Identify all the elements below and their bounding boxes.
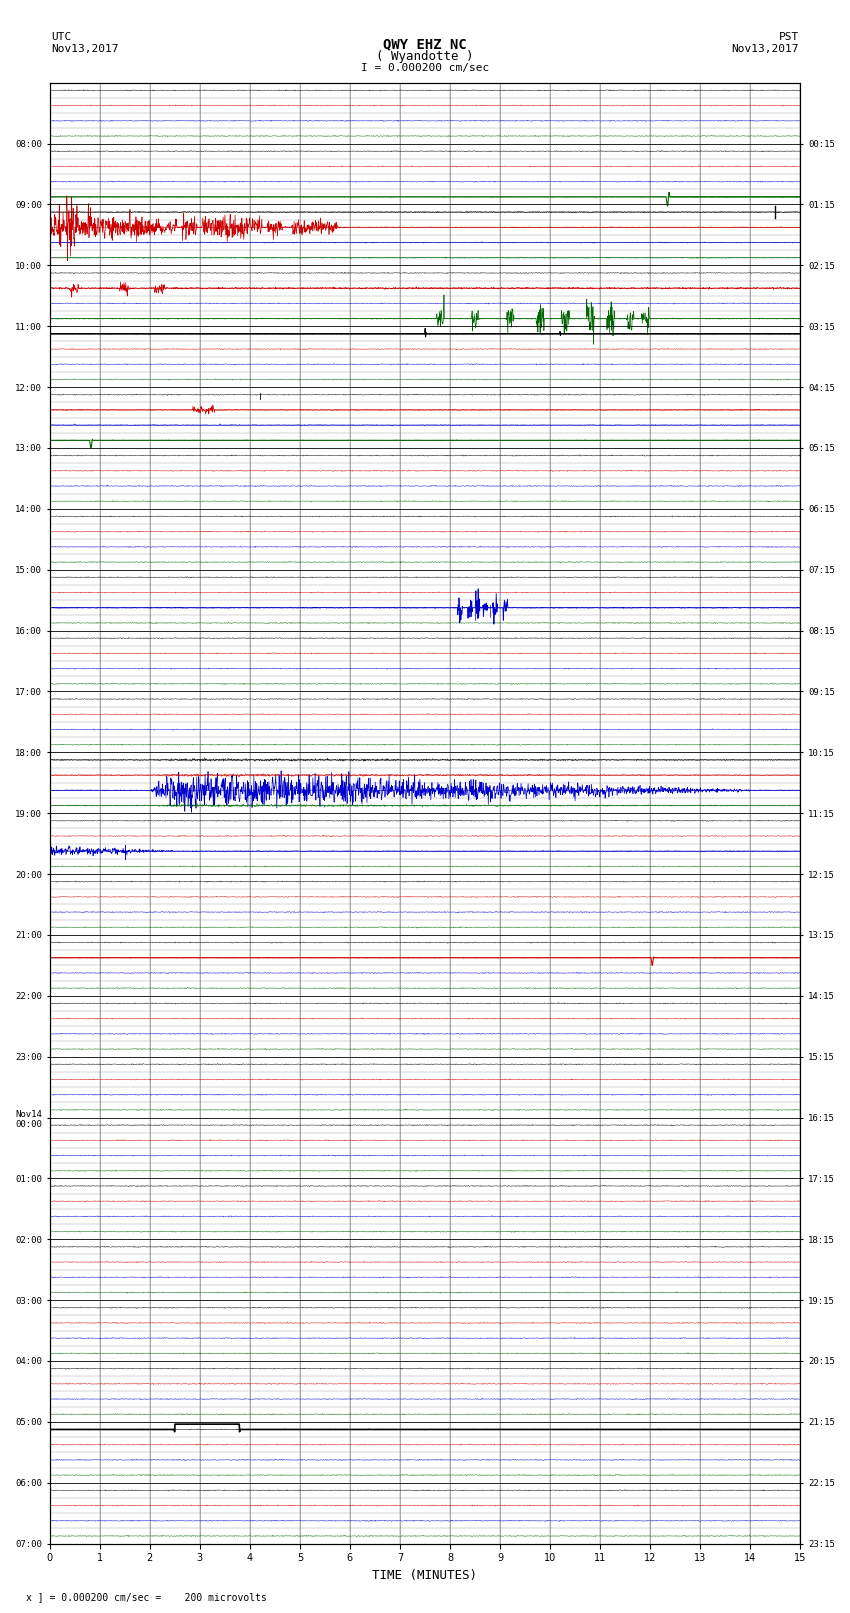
Text: x ] = 0.000200 cm/sec =    200 microvolts: x ] = 0.000200 cm/sec = 200 microvolts bbox=[26, 1592, 266, 1602]
Text: I = 0.000200 cm/sec: I = 0.000200 cm/sec bbox=[361, 63, 489, 73]
Text: UTC: UTC bbox=[51, 32, 71, 42]
Text: PST: PST bbox=[779, 32, 799, 42]
Text: ( Wyandotte ): ( Wyandotte ) bbox=[377, 50, 473, 63]
X-axis label: TIME (MINUTES): TIME (MINUTES) bbox=[372, 1569, 478, 1582]
Text: Nov13,2017: Nov13,2017 bbox=[732, 44, 799, 53]
Text: QWY EHZ NC: QWY EHZ NC bbox=[383, 37, 467, 52]
Text: Nov13,2017: Nov13,2017 bbox=[51, 44, 118, 53]
